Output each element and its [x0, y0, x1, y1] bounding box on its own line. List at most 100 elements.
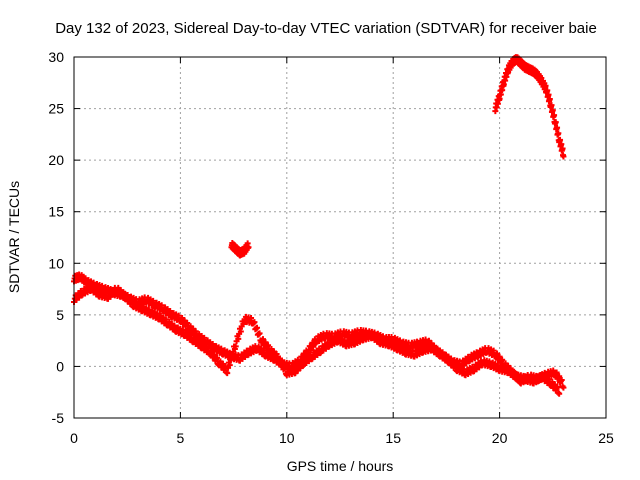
data-point	[184, 320, 191, 327]
data-point	[490, 347, 497, 354]
data-point	[452, 361, 459, 368]
x-tick-label: 0	[70, 430, 78, 446]
data-point	[254, 324, 261, 331]
data-point	[556, 373, 563, 380]
data-point	[559, 145, 566, 152]
data-point	[218, 345, 225, 352]
data-point	[486, 358, 493, 365]
data-point	[546, 95, 553, 102]
data-point	[499, 356, 506, 363]
series-lower-band-2	[71, 283, 563, 397]
data-point	[226, 362, 233, 369]
data-point	[94, 287, 101, 294]
data-point	[209, 341, 216, 348]
data-point	[282, 364, 289, 371]
data-point	[554, 383, 561, 390]
chart-title: Day 132 of 2023, Sidereal Day-to-day VTE…	[55, 20, 597, 37]
data-point	[443, 353, 450, 360]
data-point	[496, 353, 503, 360]
y-tick-label: 0	[56, 358, 64, 374]
y-tick-label: 10	[48, 255, 64, 271]
data-point	[205, 345, 212, 352]
series-upper-arc	[492, 54, 567, 160]
x-tick-label: 15	[385, 430, 401, 446]
data-point	[544, 87, 551, 94]
data-point	[229, 354, 236, 361]
data-point	[237, 328, 244, 335]
data-points	[71, 54, 567, 397]
data-point	[154, 310, 161, 317]
data-point	[384, 337, 391, 344]
x-tick-label: 25	[598, 430, 614, 446]
data-point	[158, 302, 165, 309]
y-tick-label: -5	[52, 410, 65, 426]
data-point	[401, 345, 408, 352]
y-tick-label: 30	[48, 49, 64, 65]
data-point	[511, 369, 518, 376]
data-point	[556, 390, 563, 397]
data-point	[192, 328, 199, 335]
data-point	[276, 355, 283, 362]
x-axis-label: GPS time / hours	[287, 458, 394, 474]
data-point	[245, 244, 252, 251]
data-point	[392, 341, 399, 348]
data-point	[211, 351, 218, 358]
data-point	[545, 376, 552, 383]
data-point	[99, 282, 106, 289]
data-point	[494, 362, 501, 369]
data-point	[560, 384, 567, 391]
data-point	[208, 348, 215, 355]
data-point	[397, 337, 404, 344]
data-point	[553, 369, 560, 376]
data-point	[545, 91, 552, 98]
data-point	[128, 297, 135, 304]
data-point	[558, 141, 565, 148]
data-point	[560, 153, 567, 160]
y-tick-label: 20	[48, 152, 64, 168]
data-point	[251, 319, 258, 326]
data-point	[232, 343, 239, 350]
data-point	[145, 306, 152, 313]
data-point	[137, 302, 144, 309]
data-point	[557, 136, 564, 143]
ticks: 0 5 10 15 20 25 -5 0 5 10 15 20 25 30	[48, 49, 614, 446]
data-point	[150, 297, 157, 304]
data-point	[494, 350, 501, 357]
data-point	[435, 347, 442, 354]
x-tick-label: 20	[492, 430, 508, 446]
data-point	[554, 124, 561, 131]
y-axis-label: SDTVAR / TECUs	[6, 181, 22, 293]
series-isolated-cluster	[228, 239, 252, 259]
x-tick-label: 10	[279, 430, 295, 446]
data-point	[265, 342, 272, 349]
data-point	[171, 322, 178, 329]
data-point	[179, 327, 186, 334]
data-point	[224, 370, 231, 377]
data-point	[262, 339, 269, 346]
data-point	[558, 376, 565, 383]
data-point	[175, 312, 182, 319]
data-point	[120, 289, 127, 296]
data-point	[162, 316, 169, 323]
data-point	[542, 82, 549, 89]
data-point	[259, 336, 266, 343]
y-tick-label: 5	[56, 307, 64, 323]
data-point	[375, 334, 382, 341]
y-tick-label: 25	[48, 101, 64, 117]
data-point	[549, 107, 556, 114]
data-point	[167, 308, 174, 315]
data-point	[256, 330, 263, 337]
data-point	[196, 338, 203, 345]
data-point	[552, 119, 559, 126]
data-point	[548, 102, 555, 109]
plot-frame	[73, 56, 607, 419]
data-point	[188, 332, 195, 339]
data-point	[214, 354, 221, 361]
data-point	[235, 335, 242, 342]
data-point	[551, 112, 558, 119]
data-point	[503, 364, 510, 371]
data-point	[279, 359, 286, 366]
grid	[74, 57, 606, 418]
data-point	[248, 315, 255, 322]
